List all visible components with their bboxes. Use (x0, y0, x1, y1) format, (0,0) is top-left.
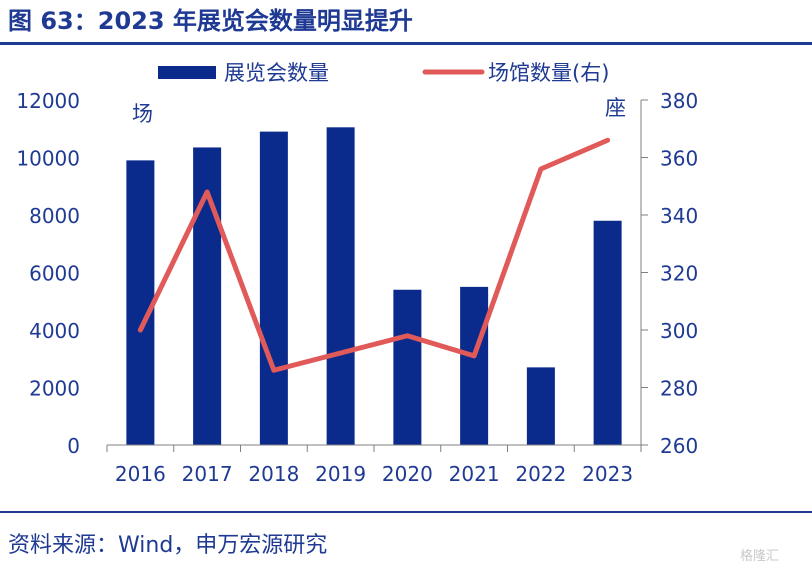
bar-2023 (593, 220, 622, 445)
source-note: 资料来源：Wind，申万宏源研究 (8, 533, 328, 558)
y-right-tick-label: 340 (660, 204, 698, 228)
y-right-tick-label: 380 (660, 89, 698, 113)
y-right-tick-label: 260 (660, 434, 698, 458)
y-right-tick-label: 360 (660, 147, 698, 171)
x-tick-label: 2023 (582, 462, 633, 486)
watermark-logo: 格隆汇 (740, 549, 780, 564)
y-left-tick-label: 12000 (16, 89, 80, 113)
x-tick-label: 2016 (115, 462, 166, 486)
left-axis-unit: 场 (132, 102, 153, 126)
legend-swatch-bar (158, 66, 216, 79)
y-left-tick-label: 0 (67, 434, 80, 458)
y-right-tick-label: 320 (660, 262, 698, 286)
y-left-tick-label: 2000 (29, 377, 80, 401)
y-left-tick-label: 10000 (16, 147, 80, 171)
x-tick-label: 2021 (449, 462, 500, 486)
legend-label-bar: 展览会数量 (224, 61, 329, 85)
bar-2016 (126, 160, 155, 445)
x-tick-label: 2019 (315, 462, 366, 486)
x-tick-label: 2017 (182, 462, 233, 486)
bar-2022 (526, 367, 555, 445)
title-divider (0, 42, 812, 45)
y-left-tick-label: 8000 (29, 204, 80, 228)
y-right-tick-label: 300 (660, 319, 698, 343)
y-left-tick-label: 6000 (29, 262, 80, 286)
bar-2018 (259, 131, 288, 445)
x-tick-label: 2018 (248, 462, 299, 486)
x-tick-label: 2022 (515, 462, 566, 486)
line-series-venues (137, 137, 611, 373)
chart-title: 图 63：2023 年展览会数量明显提升 (8, 7, 413, 35)
y-right-tick-label: 280 (660, 377, 698, 401)
bar-2021 (460, 286, 489, 445)
y-left-tick-label: 4000 (29, 319, 80, 343)
footer-divider (0, 511, 812, 513)
right-axis-unit: 座 (605, 96, 626, 120)
bar-2019 (326, 127, 355, 445)
x-tick-label: 2020 (382, 462, 433, 486)
bar-2020 (393, 289, 422, 445)
legend-label-line: 场馆数量(右) (488, 61, 609, 85)
